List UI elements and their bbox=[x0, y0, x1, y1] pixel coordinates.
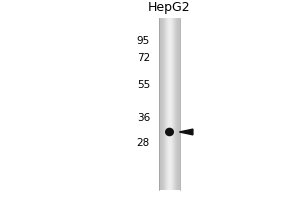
Text: 28: 28 bbox=[137, 138, 150, 148]
Bar bbox=[160, 18, 161, 190]
Bar bbox=[171, 18, 172, 190]
Text: 55: 55 bbox=[137, 80, 150, 90]
Bar bbox=[177, 18, 178, 190]
Bar bbox=[159, 18, 160, 190]
Bar bbox=[179, 18, 180, 190]
Ellipse shape bbox=[165, 128, 174, 136]
Text: 72: 72 bbox=[137, 53, 150, 63]
Bar bbox=[164, 18, 165, 190]
Bar bbox=[169, 18, 170, 190]
Bar bbox=[178, 18, 179, 190]
Bar bbox=[163, 18, 164, 190]
Bar bbox=[168, 18, 169, 190]
Bar bbox=[161, 18, 162, 190]
Text: 95: 95 bbox=[137, 36, 150, 46]
Bar bbox=[166, 18, 167, 190]
Text: HepG2: HepG2 bbox=[148, 1, 191, 14]
Bar bbox=[175, 18, 176, 190]
Bar bbox=[168, 18, 169, 190]
Bar bbox=[162, 18, 163, 190]
Bar bbox=[173, 18, 174, 190]
Bar bbox=[165, 18, 166, 190]
Bar bbox=[167, 18, 168, 190]
Text: 36: 36 bbox=[137, 113, 150, 123]
Bar bbox=[170, 18, 171, 190]
Bar bbox=[172, 18, 173, 190]
Bar bbox=[174, 18, 175, 190]
Bar bbox=[176, 18, 177, 190]
Polygon shape bbox=[179, 129, 193, 135]
